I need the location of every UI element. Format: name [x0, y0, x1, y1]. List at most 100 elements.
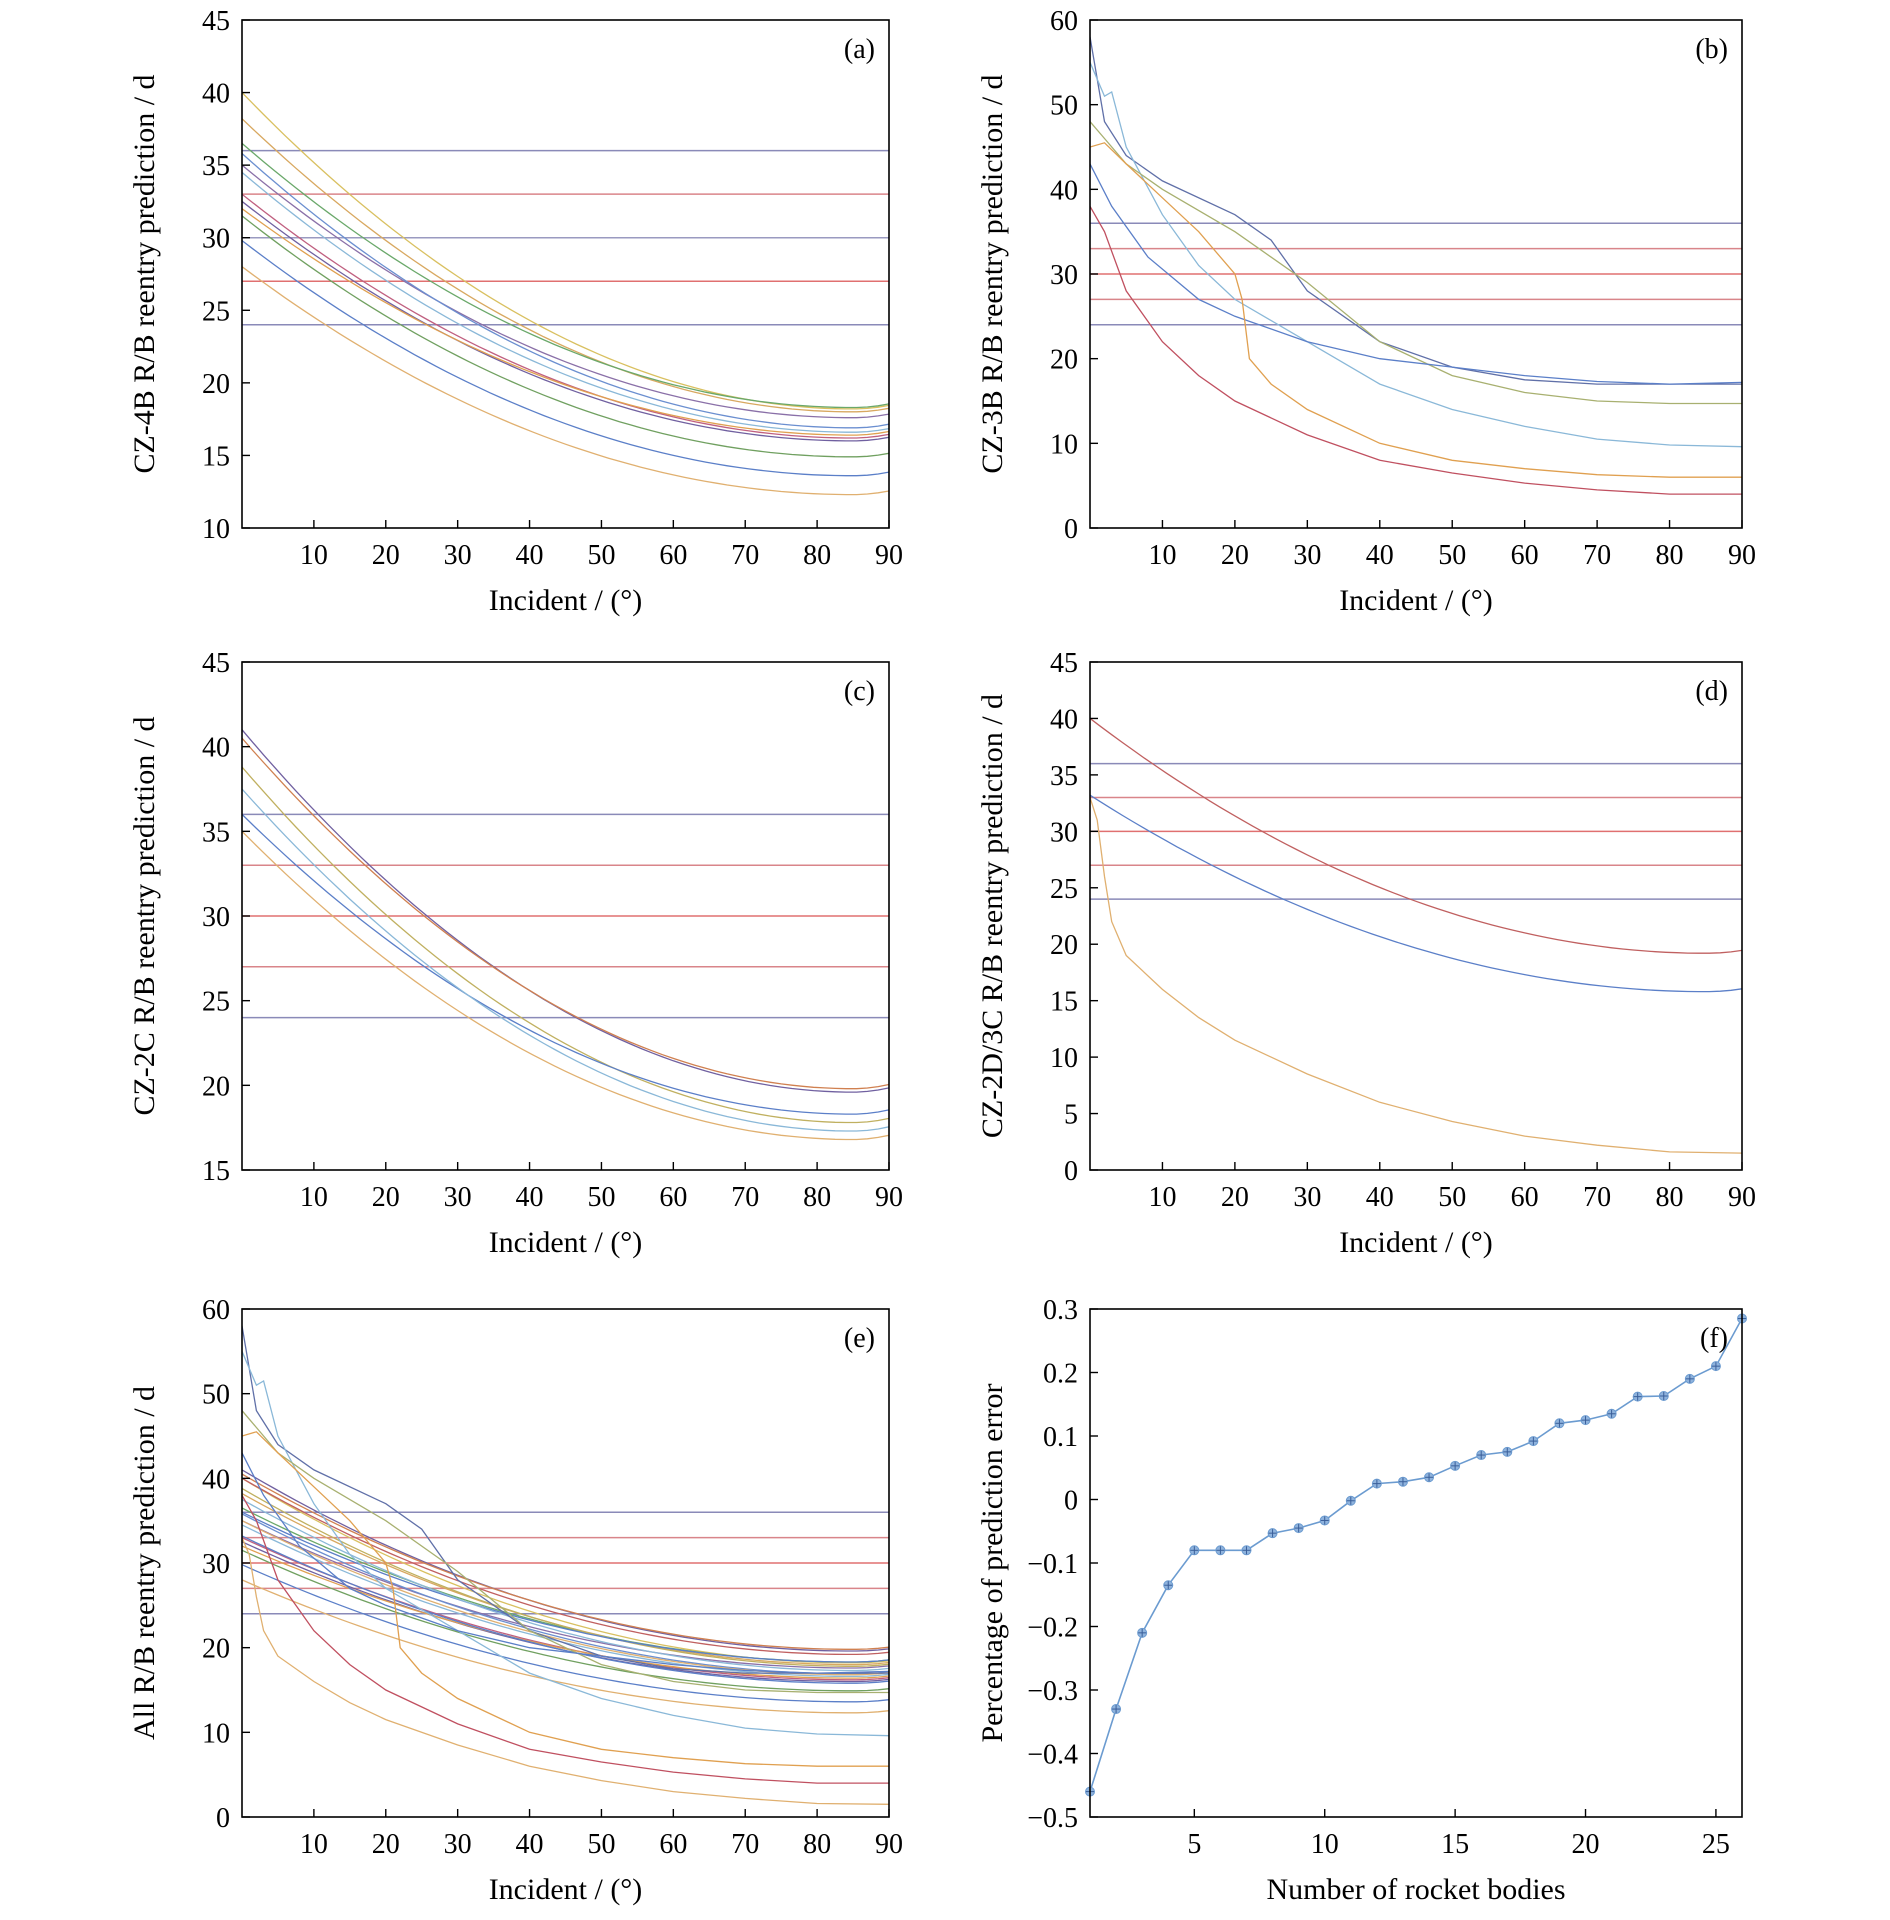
y-tick-label: 0 [1064, 1486, 1078, 1517]
y-tick-label: 25 [1050, 874, 1078, 905]
series-line-1 [1090, 1318, 1742, 1792]
x-tick-label: 20 [372, 1182, 400, 1213]
x-tick-label: 10 [300, 1829, 328, 1860]
y-tick-label: 25 [202, 296, 230, 327]
x-tick-label: 20 [372, 1829, 400, 1860]
data-point [1189, 1545, 1200, 1556]
y-tick-label: 30 [202, 224, 230, 255]
y-axis-label: CZ-3B R/B reentry prediction / d [976, 74, 1009, 473]
x-axis-label: Number of rocket bodies [1266, 1873, 1565, 1906]
y-tick-label: −0.2 [1027, 1613, 1078, 1644]
x-tick-label: 90 [875, 1829, 903, 1860]
chart-panel-c: 10 20 30 40 50 60 70 80 90 15 20 25 30 35 40 45 (c) Incid… [128, 648, 903, 1259]
x-tick-label: 50 [587, 1829, 615, 1860]
y-tick-label: 10 [1050, 429, 1078, 460]
data-point [1397, 1476, 1408, 1487]
x-tick-label: 10 [1148, 540, 1176, 571]
x-tick-label: 80 [1656, 540, 1684, 571]
plot-frame [241, 19, 890, 529]
x-tick-label: 5 [1187, 1829, 1201, 1860]
x-tick-label: 40 [516, 540, 544, 571]
data-point [1658, 1390, 1669, 1401]
y-tick-label: 60 [1050, 6, 1078, 37]
x-tick-label: 50 [587, 1182, 615, 1213]
x-tick-label: 20 [1221, 540, 1249, 571]
chart-panel-f: 5 10 15 20 25 −0.5 −0.4 −0.3 −0.2 −0.1 0 0.1 0.2 0.3 (… [976, 1295, 1747, 1906]
y-tick-label: 10 [202, 1718, 230, 1749]
data-point [1476, 1450, 1487, 1461]
x-tick-label: 30 [444, 540, 472, 571]
x-tick-label: 30 [1293, 1182, 1321, 1213]
y-tick-label: 40 [1050, 175, 1078, 206]
y-tick-label: 60 [202, 1295, 230, 1326]
y-tick-label: 20 [202, 1634, 230, 1665]
series-line-10 [242, 1549, 889, 1692]
chart-panel-a: 10 20 30 40 50 60 70 80 90 10 15 20 25 30 35 40 45 (a) Inc… [128, 6, 903, 617]
x-tick-label: 40 [516, 1182, 544, 1213]
y-tick-label: 45 [202, 6, 230, 37]
data-point [1554, 1418, 1565, 1429]
series-line-8 [242, 200, 889, 442]
series-line-12 [242, 266, 889, 496]
data-point [1293, 1523, 1304, 1534]
series-line-4 [242, 813, 889, 1115]
y-tick-label: 40 [202, 1464, 230, 1495]
series-line-11 [242, 1564, 889, 1703]
x-axis-label: Incident / (°) [1339, 1226, 1493, 1259]
y-tick-label: 15 [202, 441, 230, 472]
series-line-3 [242, 142, 889, 409]
x-tick-label: 70 [731, 540, 759, 571]
series-line-26 [242, 1494, 889, 1784]
series-line-6 [242, 830, 889, 1141]
x-tick-label: 90 [875, 540, 903, 571]
series-line-22 [242, 1351, 889, 1737]
series-line-4 [1090, 163, 1742, 385]
y-tick-label: 30 [202, 902, 230, 933]
x-tick-label: 10 [300, 1182, 328, 1213]
data-point [1345, 1495, 1356, 1506]
x-tick-label: 80 [803, 540, 831, 571]
x-tick-label: 50 [1438, 1182, 1466, 1213]
series-line-5 [1090, 142, 1742, 478]
y-tick-label: 40 [202, 79, 230, 110]
y-axis-label: Percentage of prediction error [976, 1384, 1009, 1743]
series-line-2 [1090, 794, 1742, 993]
y-tick-label: −0.1 [1027, 1549, 1078, 1580]
x-tick-label: 30 [444, 1829, 472, 1860]
chart-panel-e: 10 20 30 40 50 60 70 80 90 0 10 20 30 40 50 60 (e) Incide… [128, 1295, 903, 1906]
data-point [1371, 1478, 1382, 1489]
y-tick-label: 20 [1050, 345, 1078, 376]
data-point [1137, 1627, 1148, 1638]
series-line-12 [242, 1579, 889, 1714]
y-tick-label: 40 [1050, 704, 1078, 735]
panel-label: (d) [1695, 676, 1728, 707]
y-tick-label: 0.1 [1043, 1422, 1078, 1453]
series-line-1 [1090, 36, 1742, 385]
series-line-25 [242, 1431, 889, 1767]
x-tick-label: 30 [1293, 540, 1321, 571]
data-point [1241, 1545, 1252, 1556]
y-tick-label: 35 [1050, 761, 1078, 792]
series-line-3 [242, 766, 889, 1124]
data-point [1267, 1528, 1278, 1539]
y-tick-label: 15 [202, 1156, 230, 1187]
series-line-1 [1090, 717, 1742, 954]
x-tick-label: 10 [1148, 1182, 1176, 1213]
data-point [1528, 1436, 1539, 1447]
series-line-1 [242, 729, 889, 1093]
x-tick-label: 60 [1511, 1182, 1539, 1213]
x-tick-label: 60 [659, 540, 687, 571]
x-tick-label: 60 [659, 1182, 687, 1213]
x-axis-label: Incident / (°) [489, 584, 643, 617]
y-tick-label: 0 [1064, 514, 1078, 545]
data-point [1580, 1415, 1591, 1426]
y-axis-label: CZ-2C R/B reentry prediction / d [128, 716, 161, 1115]
series-line-3 [1090, 797, 1742, 1154]
x-tick-label: 20 [1572, 1829, 1600, 1860]
series-line-2 [1090, 62, 1742, 448]
data-point [1684, 1373, 1695, 1384]
x-tick-label: 50 [587, 540, 615, 571]
panel-label: (a) [844, 34, 875, 65]
series-line-9 [242, 208, 889, 436]
y-tick-label: −0.5 [1027, 1803, 1078, 1834]
